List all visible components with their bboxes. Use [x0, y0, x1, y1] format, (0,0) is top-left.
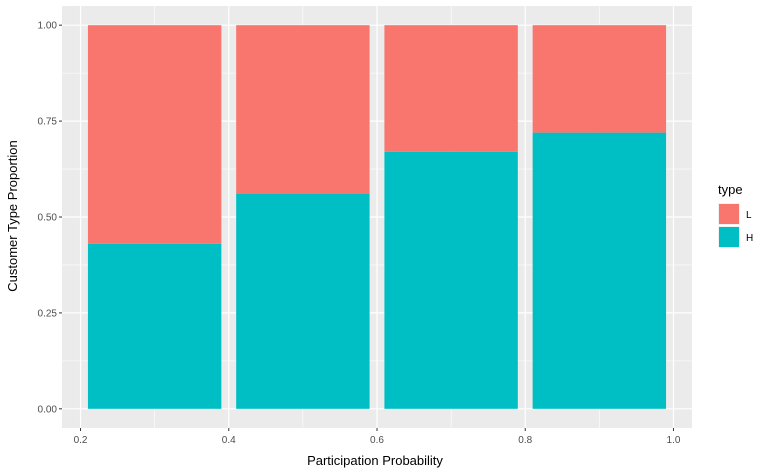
x-tick-label: 1.0 — [667, 435, 681, 446]
y-tick-label: 0.00 — [38, 404, 58, 415]
bar-h-3 — [532, 132, 667, 409]
y-tick-label: 0.25 — [38, 308, 58, 319]
bar-l-1 — [236, 25, 370, 194]
legend-swatch-h — [719, 227, 739, 247]
bars — [87, 25, 667, 409]
x-tick-label: 0.8 — [518, 435, 532, 446]
bar-l-0 — [87, 25, 222, 244]
legend-swatch-l — [719, 204, 739, 224]
x-tick-label: 0.4 — [222, 435, 236, 446]
legend: type L H — [718, 182, 753, 248]
bar-l-2 — [384, 25, 518, 152]
y-tick-label: 0.75 — [38, 117, 58, 128]
y-tick-label: 0.50 — [38, 213, 58, 224]
legend-label-h: H — [746, 233, 753, 244]
x-tick-label: 0.6 — [370, 435, 384, 446]
x-axis: 0.2 0.4 0.6 0.8 1.0 — [74, 428, 681, 446]
bar-h-1 — [236, 193, 370, 409]
bar-l-3 — [532, 25, 667, 133]
y-tick-label: 1.00 — [38, 21, 58, 32]
x-axis-title: Participation Probability — [307, 453, 443, 468]
legend-title: type — [718, 182, 743, 197]
y-axis-title: Customer Type Proportion — [5, 140, 20, 292]
bar-h-2 — [384, 151, 518, 409]
y-axis: 0.00 0.25 0.50 0.75 1.00 — [38, 21, 62, 415]
bar-h-0 — [87, 243, 222, 409]
legend-label-l: L — [746, 210, 752, 221]
x-tick-label: 0.2 — [74, 435, 88, 446]
